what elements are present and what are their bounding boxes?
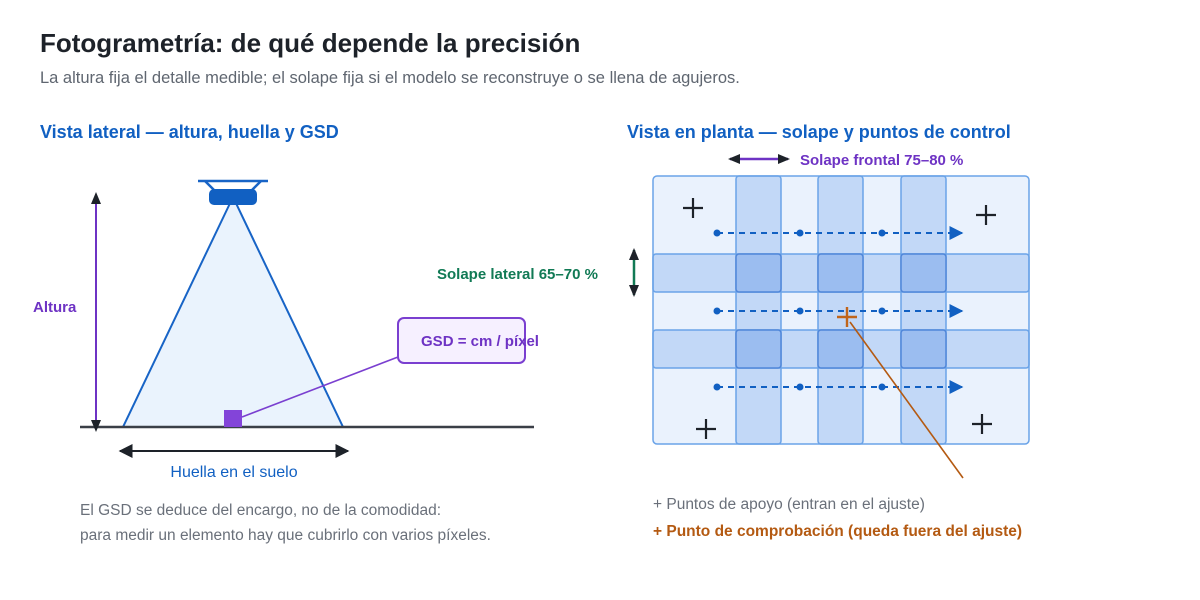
side-view-heading: Vista lateral — altura, huella y GSD (40, 122, 339, 142)
legend-ground-control-points: + Puntos de apoyo (entran en el ajuste) (653, 496, 925, 513)
legend-checkpoint: + Punto de comprobación (queda fuera del… (653, 523, 1022, 540)
drone-icon (198, 179, 268, 205)
waypoint (796, 383, 804, 391)
overlap-intersection (735, 253, 782, 293)
footprint-label: Huella en el suelo (170, 464, 297, 481)
page-subtitle: La altura fija el detalle medible; el so… (40, 69, 740, 87)
overlap-intersection (817, 253, 864, 293)
flight-lines (713, 226, 964, 394)
overlap-intersection (900, 253, 947, 293)
ground-control-point-icon (976, 205, 996, 225)
ground-control-point-icon (696, 419, 716, 439)
gsd-pixel (224, 410, 242, 427)
ground-control-point-icon (683, 198, 703, 218)
page-title: Fotogrametría: de qué depende la precisi… (40, 28, 581, 58)
waypoint (878, 383, 886, 391)
checkpoint-icon (837, 307, 857, 327)
waypoint (713, 229, 721, 237)
waypoint (713, 383, 721, 391)
waypoint (878, 307, 886, 315)
front-overlap-label: Solape frontal 75–80 % (800, 152, 963, 169)
overlap-intersection (817, 329, 864, 369)
gsd-note-line1: El GSD se deduce del encargo, no de la c… (80, 502, 441, 519)
overlap-intersection (735, 329, 782, 369)
overlap-intersection (900, 329, 947, 369)
altitude-label: Altura (33, 299, 77, 316)
side-overlap-label: Solape lateral 65–70 % (437, 266, 598, 283)
waypoint (796, 229, 804, 237)
gsd-label: GSD = cm / píxel (421, 333, 539, 350)
front-overlap-band (735, 175, 782, 445)
front-overlap-band (900, 175, 947, 445)
gsd-callout-box (397, 317, 526, 364)
gsd-note-line2: para medir un elemento hay que cubrirlo … (80, 527, 491, 544)
ground-control-point-icon (972, 414, 992, 434)
gsd-leader-line (241, 356, 399, 418)
waypoint (713, 307, 721, 315)
waypoint (878, 229, 886, 237)
plan-view-heading: Vista en planta — solape y puntos de con… (627, 122, 1011, 142)
waypoint (796, 307, 804, 315)
camera-field-of-view (121, 194, 345, 428)
checkpoint-leader-line (849, 321, 964, 479)
